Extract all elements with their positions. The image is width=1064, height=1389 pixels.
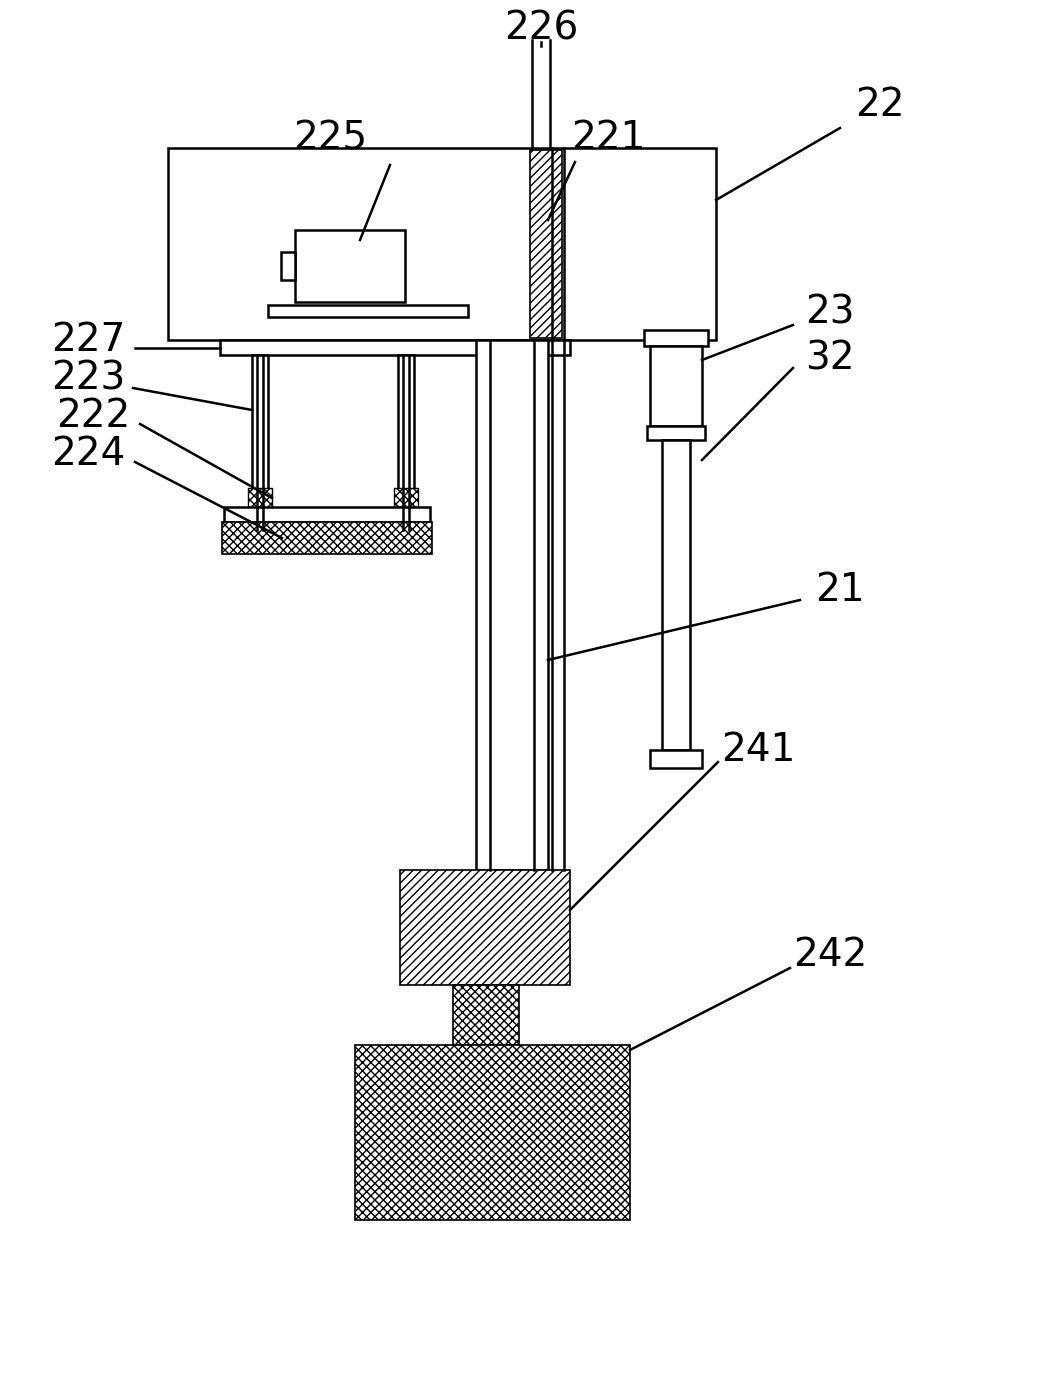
Bar — [252, 356, 268, 531]
Bar — [647, 426, 705, 440]
Bar — [248, 488, 272, 508]
Bar — [644, 331, 708, 346]
Bar — [530, 150, 562, 338]
Text: 22: 22 — [855, 86, 904, 124]
Text: 32: 32 — [805, 339, 854, 376]
Bar — [225, 507, 430, 522]
Bar — [650, 750, 702, 768]
Bar — [398, 356, 414, 531]
Text: 223: 223 — [51, 358, 126, 397]
Bar — [168, 149, 716, 340]
Bar — [222, 522, 432, 554]
Text: 225: 225 — [293, 119, 367, 157]
Bar — [295, 231, 405, 301]
Text: 241: 241 — [720, 731, 795, 770]
Bar — [453, 985, 519, 1045]
Bar — [281, 251, 295, 281]
Bar — [394, 488, 418, 508]
Text: 23: 23 — [805, 294, 854, 332]
Text: 242: 242 — [793, 936, 867, 974]
Text: 224: 224 — [51, 435, 126, 474]
Bar — [268, 306, 468, 317]
Bar — [662, 440, 689, 750]
Bar — [650, 346, 702, 426]
Bar — [220, 340, 570, 356]
Bar — [400, 870, 570, 985]
Text: 221: 221 — [570, 119, 645, 157]
Bar — [355, 1045, 630, 1220]
Text: 21: 21 — [815, 571, 865, 608]
Bar — [476, 340, 548, 870]
Text: 222: 222 — [56, 397, 130, 435]
Text: 227: 227 — [51, 321, 126, 358]
Text: 226: 226 — [504, 8, 578, 47]
